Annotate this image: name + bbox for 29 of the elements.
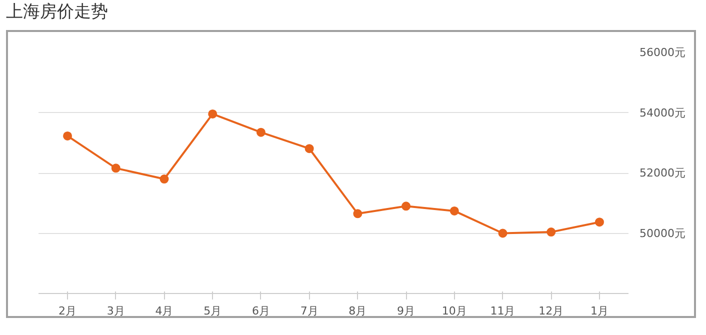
x-tick-label: 3月: [106, 304, 125, 318]
y-tick-label: 56000元: [640, 46, 686, 59]
x-tick-label: 7月: [300, 304, 318, 318]
point: [304, 144, 314, 154]
y-tick-label: 54000元: [640, 106, 686, 120]
x-tick-label: 6月: [252, 304, 270, 318]
point: [63, 131, 72, 140]
point: [450, 206, 459, 216]
x-tick-label: 2月: [58, 304, 77, 318]
point: [546, 228, 556, 237]
x-tick-label: 10月: [442, 304, 467, 318]
x-tick-label: 9月: [397, 304, 416, 318]
point: [353, 209, 362, 218]
x-tick-label: 1月: [590, 304, 608, 318]
chart-title: 上海房价走势: [6, 1, 108, 24]
x-tick-label: 4月: [155, 304, 174, 318]
point: [256, 128, 266, 137]
x-tick-label: 8月: [348, 304, 367, 318]
point: [160, 174, 169, 184]
y-tick-label: 50000元: [640, 226, 686, 240]
point: [594, 218, 604, 227]
point: [498, 228, 508, 238]
x-tick-label: 5月: [204, 304, 222, 318]
x-tick-label: 12月: [538, 304, 564, 318]
point: [208, 109, 218, 118]
x-tick-label: 11月: [490, 304, 516, 318]
point: [111, 164, 120, 173]
point: [402, 202, 411, 211]
y-tick-label: 52000元: [640, 166, 686, 180]
